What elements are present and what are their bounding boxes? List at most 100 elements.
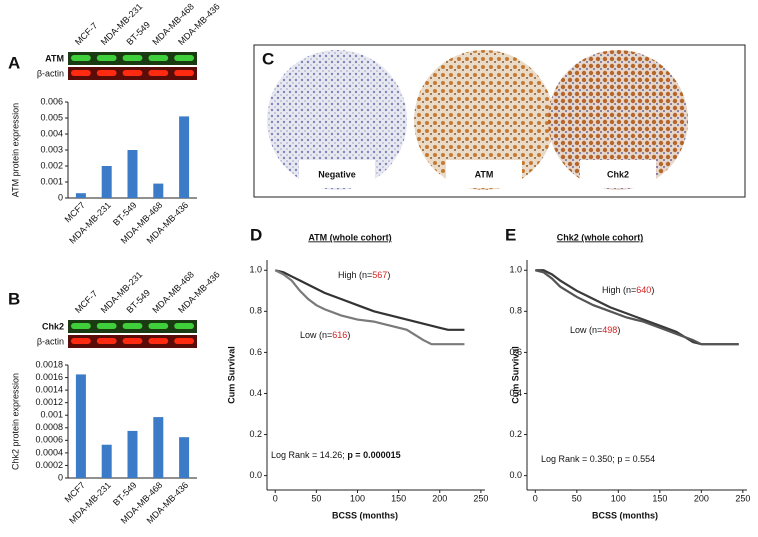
panel-label: E: [505, 225, 516, 244]
y-tick-label: 0.2: [509, 429, 522, 439]
band: [122, 338, 143, 344]
blot-row-label: β-actin: [37, 68, 64, 78]
ihc-label-box: [446, 160, 522, 188]
bar: [75, 193, 86, 198]
chart-title: ATM (whole cohort): [308, 232, 391, 242]
curve-label-part: 567: [372, 270, 387, 280]
bar: [153, 417, 164, 478]
x-tick-label: MCF7: [63, 200, 87, 224]
log-rank: Log Rank = 14.26; p = 0.000015: [271, 450, 401, 460]
lane-label: MCF-7: [73, 21, 100, 48]
y-tick-label: 0.0018: [35, 359, 63, 369]
band: [174, 55, 194, 61]
y-tick-label: 0.6: [509, 347, 522, 357]
curve-label-part: 498: [602, 325, 617, 335]
band: [122, 55, 143, 61]
ihc-label-box: [299, 160, 375, 188]
y-tick-label: 0.2: [249, 429, 262, 439]
panel-label: B: [8, 289, 20, 308]
panel-label: D: [250, 225, 262, 244]
y-tick-label: 0.0016: [35, 372, 63, 382]
y-tick-label: 0.003: [40, 144, 63, 154]
x-tick-label: 50: [311, 493, 321, 503]
chart-title: Chk2 (whole cohort): [557, 232, 644, 242]
y-tick-label: 0.0012: [35, 397, 63, 407]
band: [96, 323, 117, 329]
band: [96, 55, 117, 61]
y-tick-label: 0.4: [249, 388, 262, 398]
x-tick-label: 200: [432, 493, 447, 503]
log-rank-part: Log Rank = 14.26;: [271, 450, 347, 460]
blot-row-label: Chk2: [42, 321, 64, 331]
x-axis-label: BCSS (months): [332, 510, 398, 520]
curve-label-part: ): [651, 285, 654, 295]
bar: [179, 116, 190, 198]
ihc-label: ATM: [475, 169, 494, 179]
y-axis-label: ATM protein expression: [10, 103, 20, 197]
ihc-label: Chk2: [607, 169, 629, 179]
curve-label-part: High (n=: [338, 270, 372, 280]
log-rank-part: p = 0.554: [617, 454, 655, 464]
bar: [101, 444, 112, 478]
band: [148, 323, 169, 329]
y-tick-label: 0.0014: [35, 384, 63, 394]
bar: [153, 183, 164, 198]
x-tick-label: 50: [572, 493, 582, 503]
blot-row-label: β-actin: [37, 336, 64, 346]
y-tick-label: 0.001: [40, 176, 63, 186]
lane-label: MCF-7: [73, 289, 100, 316]
y-tick-label: 0.002: [40, 160, 63, 170]
band: [174, 323, 194, 329]
curve-label: High (n=567): [338, 270, 390, 280]
ihc-label: Negative: [318, 169, 356, 179]
x-tick-label: MCF7: [63, 480, 87, 504]
x-tick-label: 200: [694, 493, 709, 503]
log-rank-part: Log Rank = 0.350;: [541, 454, 617, 464]
band: [174, 70, 194, 76]
x-tick-label: 100: [350, 493, 365, 503]
y-tick-label: 0.001: [40, 410, 63, 420]
band: [174, 338, 194, 344]
x-tick-label: 150: [391, 493, 406, 503]
y-tick-label: 1.0: [249, 265, 262, 275]
curve-label: High (n=640): [602, 285, 654, 295]
y-tick-label: 0.0: [249, 470, 262, 480]
y-axis-label: Cum Survival: [226, 346, 236, 404]
panel-c-frame: [253, 44, 746, 198]
y-axis-label: Chk2 protein expression: [10, 373, 20, 470]
band: [71, 323, 91, 329]
y-tick-label: 0.0004: [35, 447, 63, 457]
x-tick-label: 250: [735, 493, 750, 503]
survival-curve: [274, 269, 465, 346]
band: [71, 55, 91, 61]
bar: [75, 374, 86, 478]
curve-label-part: Low (n=: [570, 325, 602, 335]
y-tick-label: 0: [58, 192, 63, 202]
y-tick-label: 0.006: [40, 96, 63, 106]
ihc-image: [267, 50, 407, 190]
curve-label-part: ): [387, 270, 390, 280]
curve-label-part: High (n=: [602, 285, 636, 295]
x-axis-label: BCSS (months): [592, 510, 658, 520]
curve-label-part: 640: [636, 285, 651, 295]
curve-label-part: ): [347, 330, 350, 340]
y-tick-label: 0.004: [40, 128, 63, 138]
panel-label: A: [8, 53, 20, 72]
bar: [127, 430, 138, 478]
y-tick-label: 0.005: [40, 112, 63, 122]
y-tick-label: 0.0: [509, 470, 522, 480]
y-axis-label: Cum Survival: [510, 346, 520, 404]
survival-curve: [535, 269, 739, 346]
band: [122, 70, 143, 76]
x-tick-label: 0: [273, 493, 278, 503]
y-tick-label: 0.0008: [35, 422, 63, 432]
log-rank: Log Rank = 0.350; p = 0.554: [541, 454, 655, 464]
log-rank-part: p = 0.000015: [347, 450, 400, 460]
blot-row-label: ATM: [45, 53, 64, 63]
ihc-image: [548, 50, 688, 190]
bar: [179, 437, 190, 478]
band: [122, 323, 143, 329]
curve-label-part: 616: [332, 330, 347, 340]
band: [71, 338, 91, 344]
